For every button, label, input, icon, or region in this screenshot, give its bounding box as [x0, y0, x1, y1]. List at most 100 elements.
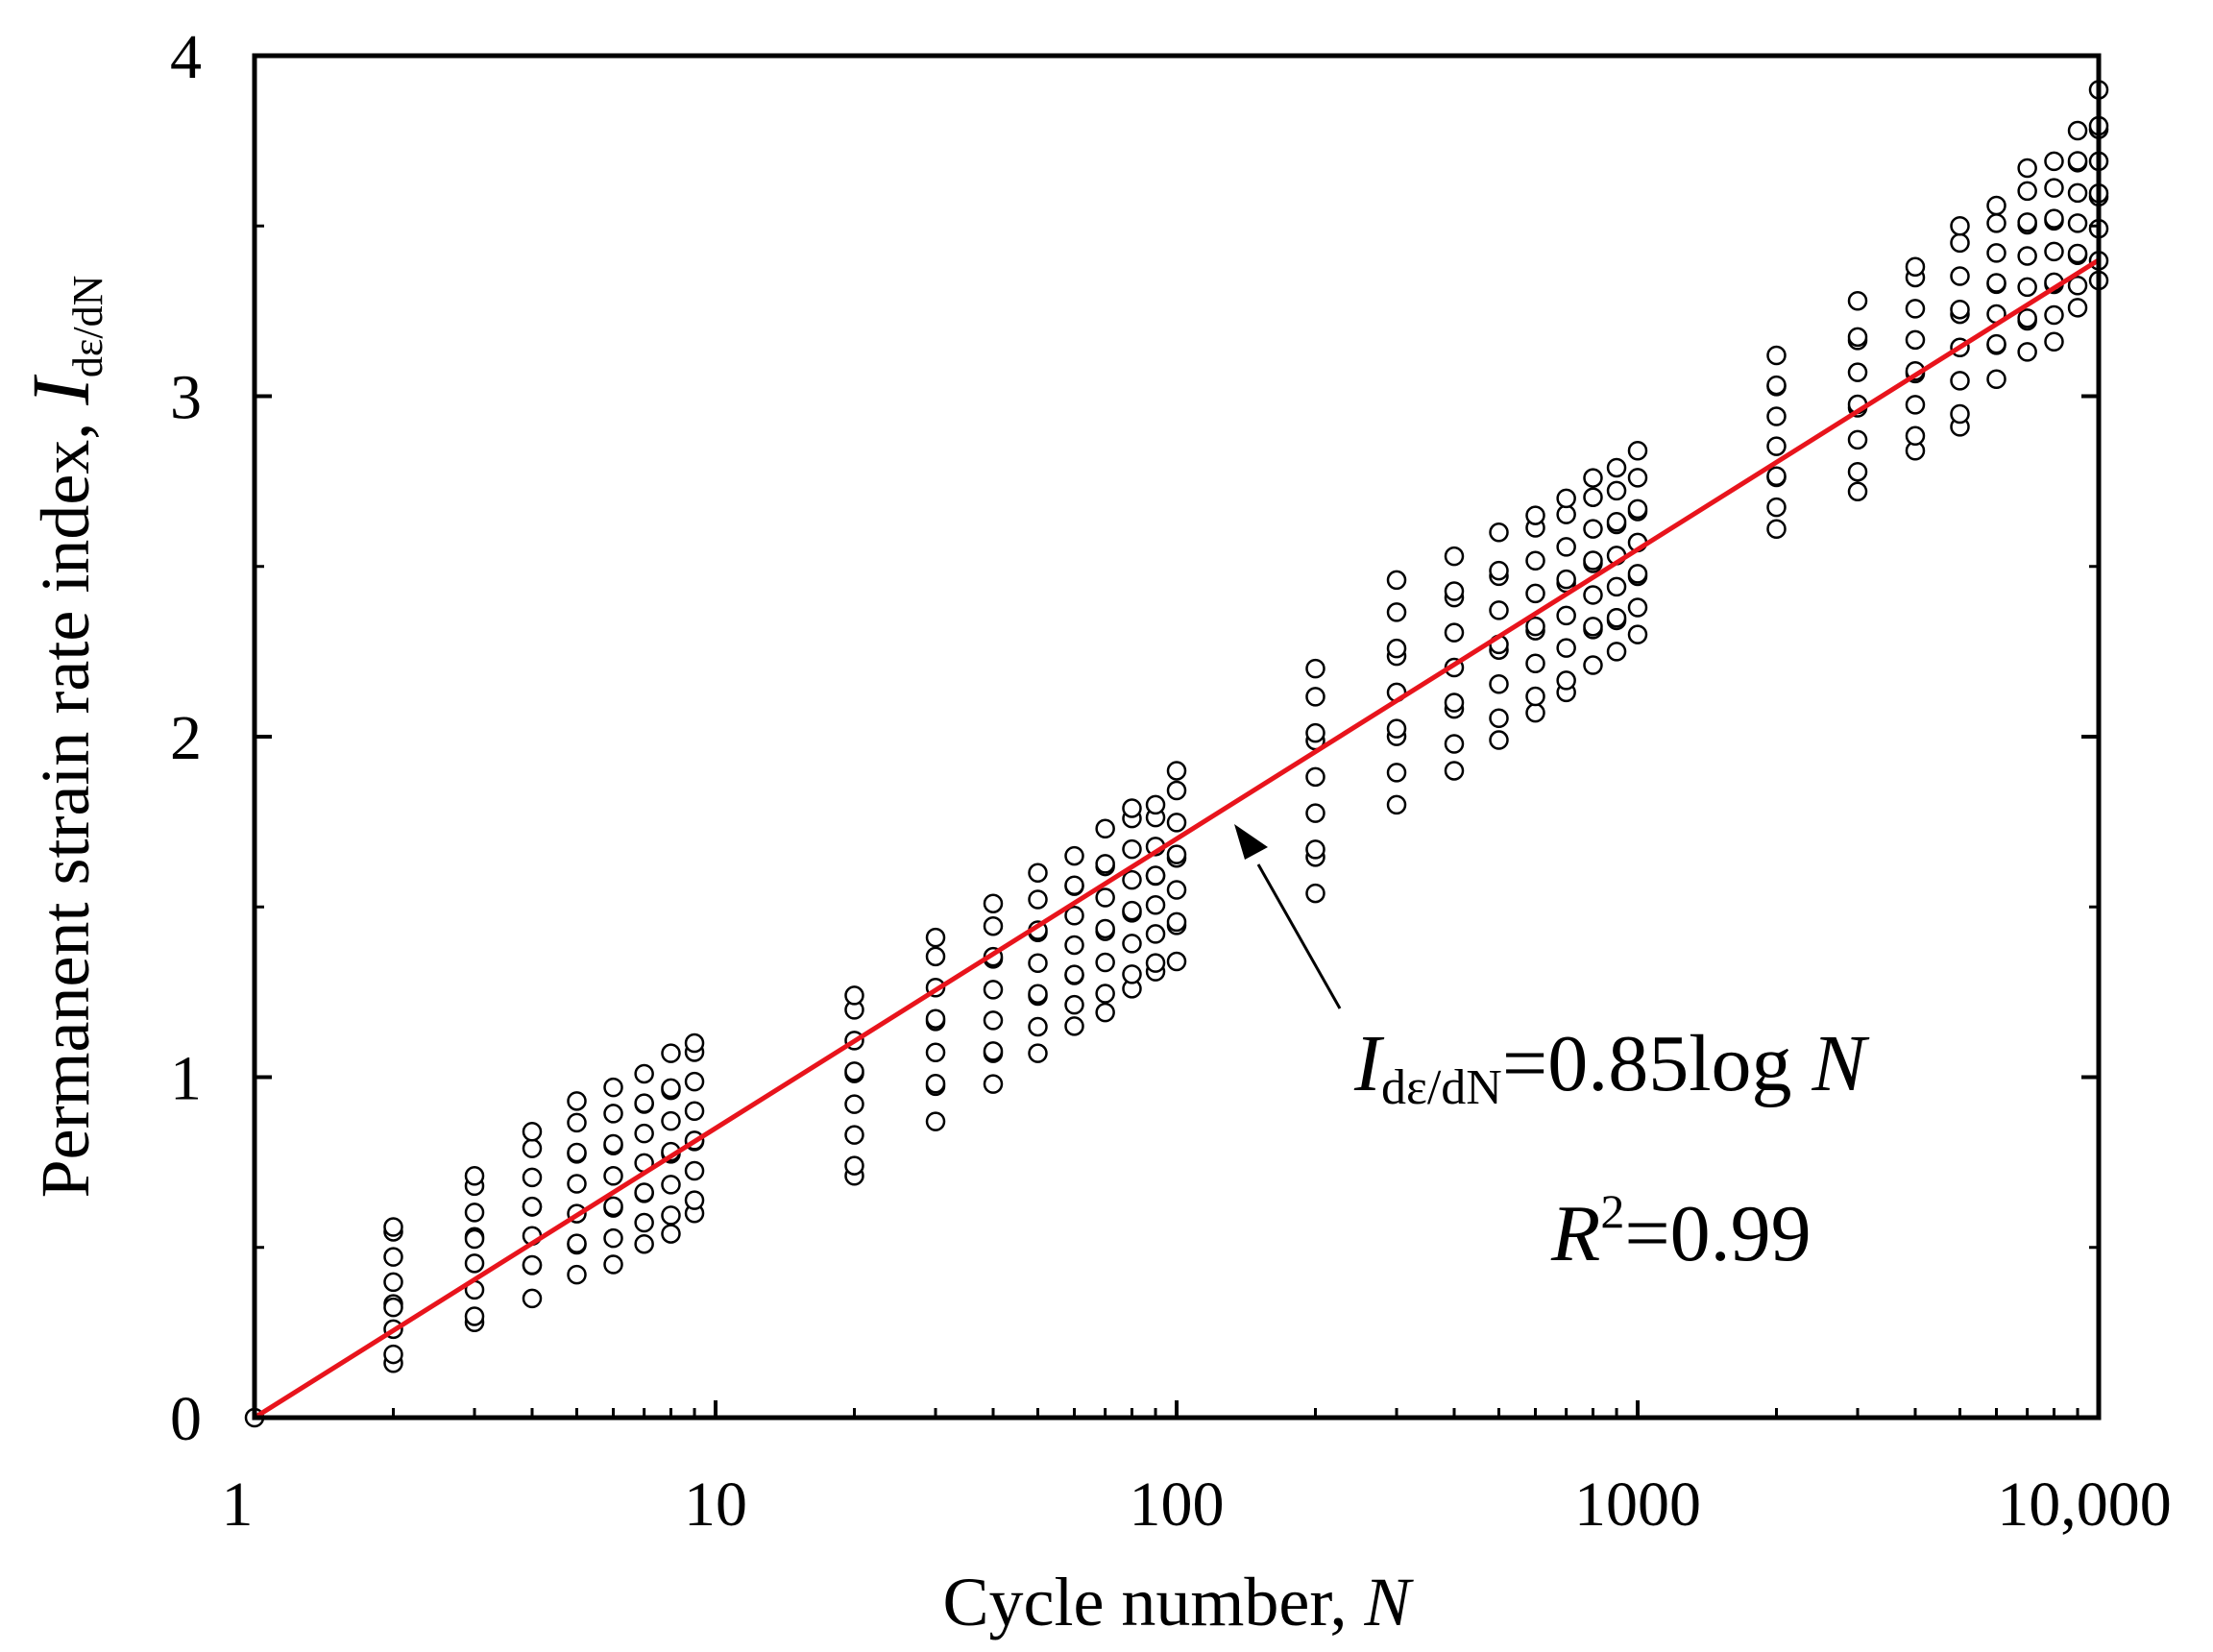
data-point	[1444, 581, 1465, 601]
data-point	[522, 1138, 543, 1158]
data-point	[2044, 208, 2064, 229]
data-point	[1122, 798, 1142, 818]
data-point	[2067, 120, 2088, 141]
data-point	[1145, 865, 1166, 886]
data-point	[603, 1077, 623, 1098]
data-point	[2017, 277, 2037, 298]
data-point	[1386, 570, 1407, 591]
data-point	[1489, 522, 1509, 543]
data-point	[1166, 844, 1187, 864]
data-point	[1386, 718, 1407, 739]
data-point	[661, 1224, 681, 1244]
data-point	[684, 1190, 705, 1210]
data-point	[1166, 780, 1187, 801]
data-point	[603, 1166, 623, 1186]
data-point	[1525, 702, 1545, 723]
data-point	[1489, 730, 1509, 750]
data-point	[1847, 429, 1868, 450]
data-point	[1583, 617, 1603, 637]
data-point	[1095, 1002, 1115, 1023]
axis-ticks	[253, 54, 2101, 1420]
annotation-arrow	[1234, 824, 1342, 1009]
data-point	[1627, 564, 1648, 584]
r-squared-label: R2=0.99	[1550, 1184, 1812, 1278]
data-point	[1095, 952, 1115, 973]
data-point	[661, 1110, 681, 1131]
data-point	[603, 1104, 623, 1124]
data-point	[1950, 266, 1970, 286]
data-point	[1847, 461, 1868, 482]
data-point	[634, 1123, 654, 1144]
data-point	[1627, 597, 1648, 618]
data-point	[522, 1121, 543, 1142]
y-tick-labels: 0 1 2 3 4	[170, 22, 202, 1454]
data-point	[522, 1196, 543, 1217]
data-point	[2067, 243, 2088, 264]
data-point	[2067, 151, 2088, 171]
data-point	[983, 893, 1004, 913]
x-tick-label: 1	[222, 1470, 254, 1540]
data-point	[1064, 964, 1084, 984]
data-point	[464, 1228, 485, 1250]
data-point	[2017, 342, 2037, 362]
data-point	[2044, 241, 2064, 262]
data-point	[1583, 487, 1603, 507]
data-point	[567, 1142, 587, 1163]
data-point	[634, 1063, 654, 1084]
data-point	[844, 985, 864, 1006]
data-point	[1986, 195, 2006, 216]
data-point	[1095, 887, 1115, 908]
data-point	[522, 1254, 543, 1275]
y-tick-label: 4	[170, 22, 202, 92]
data-point	[983, 1010, 1004, 1031]
data-point	[567, 1091, 587, 1111]
data-point	[464, 1306, 485, 1326]
data-point	[1556, 537, 1576, 557]
data-point	[1028, 953, 1048, 973]
fit-line	[253, 257, 2101, 1421]
data-point	[983, 1074, 1004, 1094]
x-tick-labels: 1 10 100 1000 10,000	[222, 1470, 2172, 1540]
data-point	[661, 1078, 681, 1099]
x-tick-label: 10,000	[1997, 1470, 2172, 1540]
data-point	[1028, 1016, 1048, 1037]
data-point	[1583, 655, 1603, 675]
data-point	[634, 1233, 654, 1254]
data-point	[1627, 468, 1648, 488]
data-point	[983, 980, 1004, 1000]
data-point	[1766, 375, 1787, 396]
data-point	[1627, 440, 1648, 461]
data-point	[2067, 213, 2088, 233]
data-point	[661, 1205, 681, 1226]
data-point	[1122, 838, 1142, 860]
y-tick-label: 3	[170, 363, 202, 433]
data-point	[383, 1344, 403, 1365]
data-point	[383, 1217, 403, 1237]
data-point	[1305, 839, 1325, 860]
data-point	[1145, 894, 1166, 915]
data-point	[1166, 951, 1187, 972]
data-point	[1064, 906, 1084, 926]
data-point	[983, 1041, 1004, 1061]
x-axis-title: Cycle number, N	[942, 1564, 1414, 1640]
data-point	[1905, 299, 1926, 319]
data-point	[567, 1174, 587, 1194]
data-point	[1766, 436, 1787, 456]
data-point	[567, 1112, 587, 1133]
data-point	[1166, 813, 1187, 833]
data-point	[1525, 550, 1545, 571]
data-point	[464, 1253, 485, 1274]
data-point	[522, 1167, 543, 1188]
data-point	[2044, 178, 2064, 198]
data-point	[1166, 761, 1187, 781]
data-point	[1305, 658, 1325, 679]
data-point	[1028, 1043, 1048, 1063]
data-point	[1583, 468, 1603, 488]
data-point	[1986, 369, 2006, 390]
data-point	[1847, 362, 1868, 382]
data-point	[1905, 329, 1926, 351]
data-point	[1095, 854, 1115, 874]
data-point	[684, 1101, 705, 1122]
data-point	[1847, 290, 1868, 311]
